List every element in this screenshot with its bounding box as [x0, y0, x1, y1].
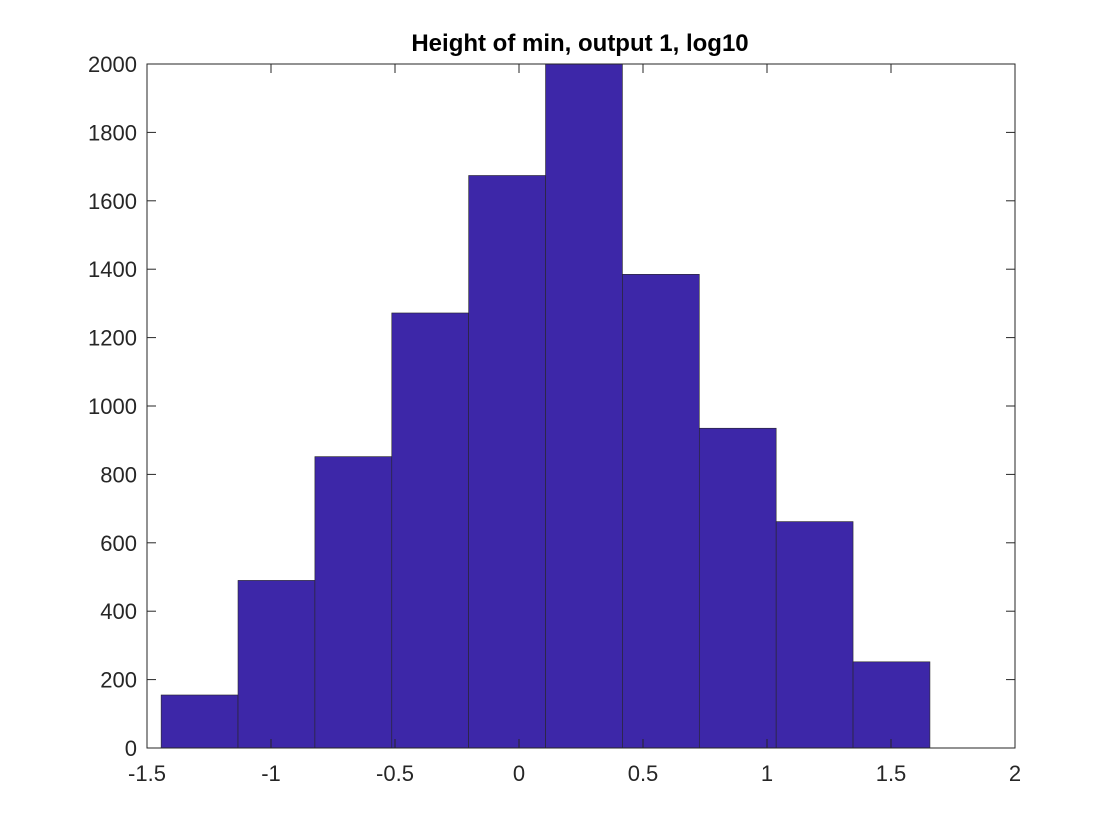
histogram-bar	[622, 274, 700, 749]
x-tick-label: 0	[513, 761, 525, 786]
y-tick-label: 2000	[88, 52, 137, 77]
histogram-bar	[237, 580, 316, 749]
x-tick-label: 1	[761, 761, 773, 786]
y-tick-label: 400	[100, 599, 137, 624]
x-tick-label: -1	[261, 761, 281, 786]
y-tick-label: 600	[100, 531, 137, 556]
x-tick-label: 1.5	[876, 761, 907, 786]
y-axis: 0 200 400 600 800 1000 1200 1400 1600 1800 2000	[88, 52, 1015, 761]
chart-title: Height of min, output 1, log10	[411, 30, 748, 57]
histogram-bar	[160, 694, 239, 749]
histogram-bar	[391, 312, 469, 749]
x-tick-label: -0.5	[376, 761, 414, 786]
y-tick-label: 1800	[88, 120, 137, 145]
histogram-bar	[698, 427, 777, 749]
y-tick-label: 0	[125, 736, 137, 761]
x-tick-label: 0.5	[628, 761, 659, 786]
x-axis: -1.5 -1 -0.5 0 0.5 1 1.5 2	[128, 64, 1021, 786]
y-tick-label: 200	[100, 668, 137, 693]
y-tick-label: 800	[100, 462, 137, 487]
plot-area: -1.5 -1 -0.5 0 0.5 1 1.5 2 0 200 400 600 800 1000 120…	[88, 52, 1021, 786]
y-tick-label: 1000	[88, 394, 137, 419]
y-tick-label: 1200	[88, 326, 137, 351]
x-tick-label: 2	[1009, 761, 1021, 786]
y-tick-label: 1400	[88, 257, 137, 282]
histogram-bar	[852, 661, 931, 749]
y-tick-label: 1600	[88, 189, 137, 214]
bars-group	[160, 63, 931, 749]
histogram-bar	[468, 175, 546, 749]
histogram-bar	[314, 456, 393, 749]
histogram-bar	[545, 63, 623, 749]
x-tick-label: -1.5	[128, 761, 166, 786]
histogram-bar	[775, 521, 854, 749]
